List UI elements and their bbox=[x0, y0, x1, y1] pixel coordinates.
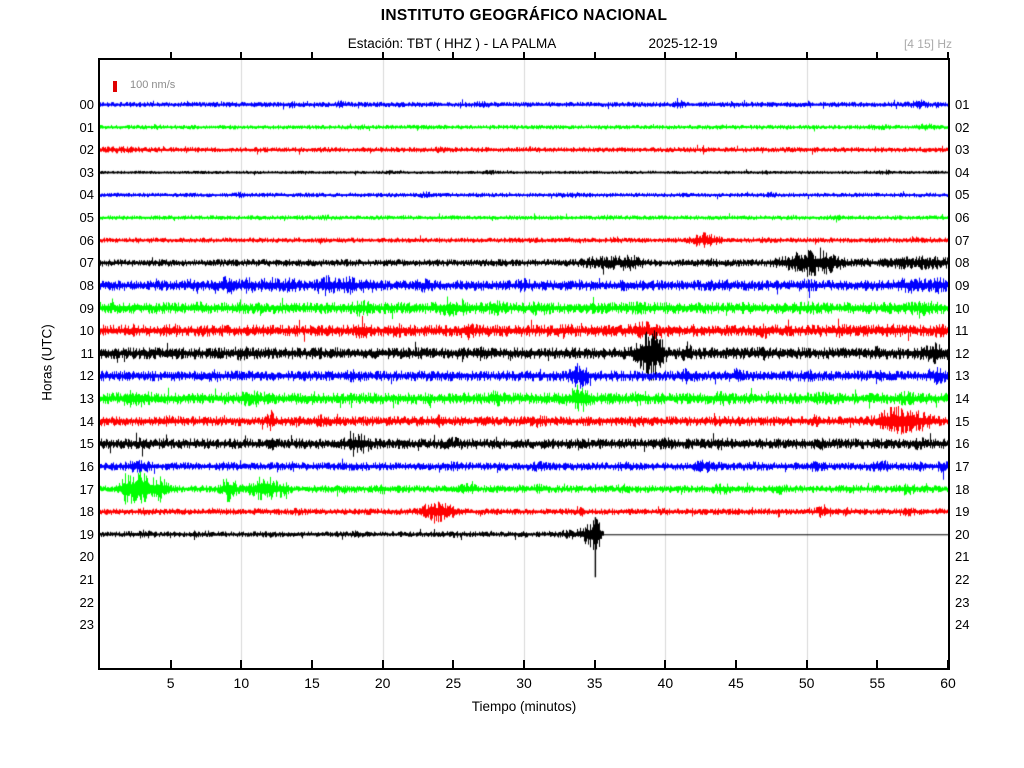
x-tick-top bbox=[664, 52, 667, 60]
x-tick-label: 40 bbox=[657, 675, 674, 691]
hour-label-left: 16 bbox=[79, 458, 94, 474]
hour-label-left: 03 bbox=[79, 164, 94, 180]
hour-label-right: 12 bbox=[955, 345, 970, 361]
hour-label-left: 10 bbox=[79, 323, 94, 339]
x-tick-bottom bbox=[169, 660, 172, 668]
plot-area: 100 nm/s bbox=[98, 58, 950, 670]
x-tick-bottom bbox=[311, 660, 313, 668]
x-tick-top bbox=[169, 52, 172, 60]
hour-label-left: 01 bbox=[79, 119, 94, 135]
hour-label-left: 02 bbox=[79, 142, 94, 158]
x-tick-bottom bbox=[523, 660, 525, 668]
x-tick-top bbox=[452, 52, 455, 60]
hour-label-right: 04 bbox=[955, 164, 970, 180]
hour-label-right: 23 bbox=[955, 594, 970, 610]
hour-label-left: 12 bbox=[79, 368, 94, 384]
hour-label-left: 23 bbox=[79, 617, 94, 633]
x-tick-label: 35 bbox=[586, 675, 603, 691]
hour-label-left: 07 bbox=[79, 255, 94, 271]
hour-label-right: 24 bbox=[955, 617, 970, 633]
x-tick-label: 5 bbox=[166, 675, 175, 691]
filter-band-label: [4 15] Hz bbox=[903, 37, 952, 51]
x-tick-top bbox=[523, 52, 525, 60]
x-tick-bottom bbox=[452, 660, 455, 668]
x-tick-bottom bbox=[664, 660, 667, 668]
hour-label-right: 01 bbox=[955, 97, 970, 112]
x-tick-label: 55 bbox=[869, 675, 886, 691]
x-tick-label: 30 bbox=[516, 675, 532, 691]
hour-label-left: 00 bbox=[79, 97, 94, 112]
amplitude-scale-label: 100 nm/s bbox=[130, 79, 176, 91]
station-subtitle: Estación: TBT ( HHZ ) - LA PALMA bbox=[347, 36, 557, 51]
hour-label-right: 18 bbox=[955, 481, 970, 497]
x-tick-bottom bbox=[805, 660, 808, 668]
hour-label-right: 09 bbox=[955, 277, 970, 293]
x-tick-label: 60 bbox=[940, 675, 956, 691]
x-tick-top bbox=[805, 52, 808, 60]
x-tick-label: 50 bbox=[798, 675, 815, 691]
x-tick-label: 15 bbox=[304, 675, 320, 691]
x-tick-top bbox=[947, 52, 949, 60]
date-label: 2025-12-19 bbox=[648, 36, 718, 51]
hour-label-left: 08 bbox=[79, 277, 94, 293]
hour-label-right: 20 bbox=[955, 526, 970, 542]
hour-label-right: 14 bbox=[955, 391, 970, 407]
amplitude-scale-marker bbox=[113, 81, 117, 92]
hour-label-right: 13 bbox=[955, 368, 970, 384]
x-tick-bottom bbox=[735, 660, 737, 668]
y-axis-label: Horas (UTC) bbox=[39, 324, 55, 401]
x-tick-top bbox=[735, 52, 737, 60]
x-tick-bottom bbox=[947, 660, 949, 668]
hour-label-left: 04 bbox=[79, 187, 94, 203]
hour-label-left: 18 bbox=[79, 504, 94, 520]
x-tick-label: 25 bbox=[445, 675, 462, 691]
x-tick-top bbox=[593, 52, 596, 60]
hour-label-right: 10 bbox=[955, 300, 970, 316]
x-tick-label: 45 bbox=[728, 675, 744, 691]
hour-label-right: 19 bbox=[955, 504, 970, 520]
hour-label-right: 15 bbox=[955, 413, 970, 429]
hour-label-left: 19 bbox=[79, 526, 94, 542]
x-axis-label: Tiempo (minutos) bbox=[471, 699, 577, 714]
hour-label-right: 21 bbox=[955, 549, 970, 565]
hour-label-right: 11 bbox=[955, 323, 969, 339]
x-tick-bottom bbox=[593, 660, 596, 668]
hour-label-left: 14 bbox=[79, 413, 94, 429]
x-tick-bottom bbox=[876, 660, 879, 668]
hour-label-left: 22 bbox=[79, 594, 94, 610]
x-tick-top bbox=[311, 52, 313, 60]
hour-label-left: 09 bbox=[79, 300, 94, 316]
hour-label-right: 05 bbox=[955, 187, 970, 203]
hour-label-left: 17 bbox=[79, 481, 94, 497]
hour-label-left: 11 bbox=[80, 345, 95, 361]
hour-label-left: 05 bbox=[79, 210, 94, 226]
hour-label-right: 03 bbox=[955, 142, 970, 158]
seismogram-canvas bbox=[100, 60, 948, 668]
hour-label-right: 22 bbox=[955, 572, 970, 588]
x-tick-top bbox=[240, 52, 243, 60]
hour-label-right: 16 bbox=[955, 436, 970, 452]
hour-label-left: 06 bbox=[79, 232, 94, 248]
hour-label-left: 20 bbox=[79, 549, 94, 565]
x-tick-label: 20 bbox=[374, 675, 391, 691]
hour-label-left: 15 bbox=[79, 436, 94, 452]
hour-label-left: 13 bbox=[79, 391, 94, 407]
x-tick-label: 10 bbox=[233, 675, 250, 691]
x-tick-top bbox=[876, 52, 879, 60]
hour-label-right: 02 bbox=[955, 119, 970, 135]
x-tick-bottom bbox=[381, 660, 384, 668]
x-tick-top bbox=[381, 52, 384, 60]
x-tick-bottom bbox=[240, 660, 243, 668]
hour-label-right: 08 bbox=[955, 255, 970, 271]
hour-label-right: 17 bbox=[955, 458, 970, 474]
page-title: INSTITUTO GEOGRÁFICO NACIONAL bbox=[380, 7, 668, 24]
hour-label-right: 06 bbox=[955, 210, 970, 226]
hour-label-left: 21 bbox=[79, 572, 94, 588]
hour-label-right: 07 bbox=[955, 232, 970, 248]
